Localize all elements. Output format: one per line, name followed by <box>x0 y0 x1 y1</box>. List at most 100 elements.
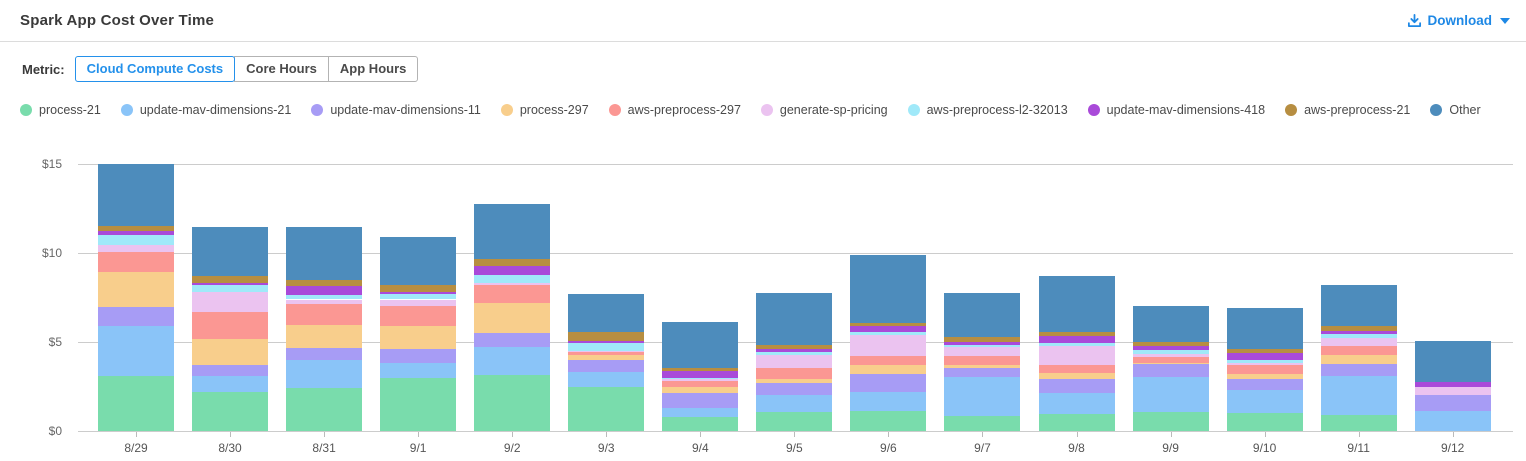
x-axis-tick <box>1358 432 1360 437</box>
bar-segment-other-9-1 <box>380 237 457 286</box>
bar-segment-aws-preprocess-297-8-29 <box>98 252 174 272</box>
metric-label: Metric: <box>22 61 65 77</box>
chevron-down-icon <box>1500 17 1510 24</box>
bar-segment-other-9-5 <box>756 293 833 345</box>
bar-segment-update-mav-dimensions-11-9-1 <box>380 349 457 363</box>
bar-segment-generate-sp-pricing-9-4 <box>662 378 739 382</box>
bar-segment-update-mav-dimensions-418-9-10 <box>1226 352 1303 360</box>
legend-item-other[interactable]: Other <box>1430 103 1481 117</box>
bar-segment-update-mav-dimensions-11-9-12 <box>1414 395 1491 411</box>
bar-segment-process-297-9-3 <box>568 355 645 360</box>
bar-segment-aws-preprocess-297-9-1 <box>380 305 457 327</box>
bar-segment-generate-sp-pricing-9-12 <box>1414 387 1491 396</box>
legend-color-dot <box>1430 104 1443 116</box>
legend-item-update-mav-dimensions-21[interactable]: update-mav-dimensions-21 <box>120 103 291 117</box>
bar-segment-other-9-9 <box>1132 305 1209 343</box>
legend-color-dot <box>907 104 920 116</box>
bar-segment-aws-preprocess-297-9-4 <box>662 381 739 388</box>
bar-segment-update-mav-dimensions-21-9-3 <box>568 372 645 387</box>
bar-segment-update-mav-dimensions-21-9-6 <box>850 391 927 411</box>
legend-item-process-21[interactable]: process-21 <box>20 103 101 117</box>
bar-segment-update-mav-dimensions-11-8-29 <box>98 307 174 327</box>
x-axis-tick <box>1452 432 1454 437</box>
bar-segment-update-mav-dimensions-21-9-8 <box>1038 392 1115 415</box>
bar-segment-aws-preprocess-21-8-31 <box>286 279 363 287</box>
bar-segment-aws-preprocess-l2-32013-9-1 <box>380 294 457 300</box>
bar-segment-aws-preprocess-297-8-31 <box>286 303 363 326</box>
bar-segment-aws-preprocess-21-9-8 <box>1038 332 1115 336</box>
bar-segment-update-mav-dimensions-418-9-5 <box>756 349 833 352</box>
bar-segment-update-mav-dimensions-21-9-1 <box>380 362 457 378</box>
bar-segment-other-9-2 <box>474 204 551 259</box>
bar-segment-aws-preprocess-297-9-6 <box>850 356 927 366</box>
chart-legend: process-21 update-mav-dimensions-21 update… <box>20 103 1516 117</box>
bar-segment-process-21-9-2 <box>474 375 551 431</box>
legend-label: aws-preprocess-21 <box>1304 103 1411 117</box>
bar-segment-process-297-8-29 <box>98 271 174 308</box>
x-axis-tick-label: 8/31 <box>312 441 336 455</box>
x-axis-tick-label: 9/2 <box>503 441 521 455</box>
gridline-15 <box>78 164 1513 166</box>
bar-segment-generate-sp-pricing-8-29 <box>98 245 174 253</box>
legend-color-dot <box>1087 104 1100 116</box>
bar-segment-other-8-31 <box>286 226 363 280</box>
bar-segment-aws-preprocess-l2-32013-9-6 <box>850 332 927 336</box>
bar-segment-aws-preprocess-l2-32013-9-8 <box>1038 343 1115 346</box>
bar-segment-generate-sp-pricing-9-8 <box>1038 345 1115 366</box>
legend-color-dot <box>20 104 32 116</box>
bar-segment-other-9-3 <box>568 294 645 332</box>
bar-segment-update-mav-dimensions-21-9-4 <box>662 407 739 417</box>
metric-option-app-hours[interactable]: App Hours <box>327 56 419 83</box>
bar-segment-process-297-9-1 <box>380 326 457 350</box>
bar-segment-update-mav-dimensions-11-9-10 <box>1226 379 1303 391</box>
bar-segment-other-9-10 <box>1226 308 1303 350</box>
bar-segment-aws-preprocess-297-9-9 <box>1132 357 1209 363</box>
bar-segment-other-8-29 <box>98 163 174 226</box>
bar-segment-process-21-9-3 <box>568 386 645 431</box>
x-axis-tick <box>1264 432 1266 437</box>
bar-segment-aws-preprocess-21-9-4 <box>662 367 739 371</box>
bar-segment-update-mav-dimensions-21-9-9 <box>1132 376 1209 413</box>
x-axis-tick <box>1076 432 1078 437</box>
bar-segment-aws-preprocess-297-9-7 <box>944 356 1021 366</box>
bar-segment-process-21-9-4 <box>662 416 739 431</box>
x-axis-tick-label: 9/12 <box>1441 441 1465 455</box>
download-label: Download <box>1427 13 1493 28</box>
legend-item-aws-preprocess-297[interactable]: aws-preprocess-297 <box>608 103 741 117</box>
bar-segment-update-mav-dimensions-21-9-2 <box>474 347 551 375</box>
legend-item-update-mav-dimensions-418[interactable]: update-mav-dimensions-418 <box>1087 103 1265 117</box>
x-axis-tick <box>512 432 514 437</box>
x-axis-tick-label: 8/29 <box>124 441 148 455</box>
bar-segment-update-mav-dimensions-418-8-30 <box>192 282 269 286</box>
bar-segment-other-9-7 <box>944 293 1021 338</box>
bar-segment-update-mav-dimensions-418-9-1 <box>380 291 457 295</box>
bar-segment-aws-preprocess-21-9-11 <box>1320 326 1397 331</box>
bar-segment-aws-preprocess-21-9-2 <box>474 258 551 266</box>
panel-header: Spark App Cost Over Time Download <box>0 0 1526 42</box>
bar-segment-other-9-6 <box>850 255 927 323</box>
metric-option-cloud-compute-costs[interactable]: Cloud Compute Costs <box>74 56 236 83</box>
legend-label: process-21 <box>39 103 101 117</box>
x-axis-tick-label: 8/30 <box>218 441 242 455</box>
bar-segment-update-mav-dimensions-418-9-4 <box>662 370 739 378</box>
metric-option-core-hours[interactable]: Core Hours <box>234 56 329 83</box>
legend-item-update-mav-dimensions-11[interactable]: update-mav-dimensions-11 <box>311 103 481 117</box>
bar-segment-aws-preprocess-21-9-1 <box>380 285 457 292</box>
legend-item-process-297[interactable]: process-297 <box>500 103 589 117</box>
x-axis-tick <box>700 432 702 437</box>
bar-segment-process-297-9-9 <box>1132 362 1209 365</box>
legend-item-generate-sp-pricing[interactable]: generate-sp-pricing <box>760 103 888 117</box>
x-axis-tick-label: 9/5 <box>786 441 803 455</box>
download-button[interactable]: Download <box>1407 13 1510 28</box>
bar-segment-aws-preprocess-21-8-29 <box>98 225 174 232</box>
bar-segment-process-21-9-1 <box>380 377 457 431</box>
legend-item-aws-preprocess-l2-32013[interactable]: aws-preprocess-l2-32013 <box>907 103 1068 117</box>
bar-segment-aws-preprocess-l2-32013-9-4 <box>662 377 739 379</box>
bar-segment-update-mav-dimensions-11-9-5 <box>756 383 833 396</box>
bar-segment-aws-preprocess-297-9-8 <box>1038 365 1115 374</box>
bar-segment-process-297-9-7 <box>944 365 1021 368</box>
bar-segment-aws-preprocess-21-8-30 <box>192 276 269 283</box>
legend-color-dot <box>760 104 773 116</box>
legend-item-aws-preprocess-21[interactable]: aws-preprocess-21 <box>1285 103 1410 117</box>
x-axis-tick <box>136 432 137 437</box>
